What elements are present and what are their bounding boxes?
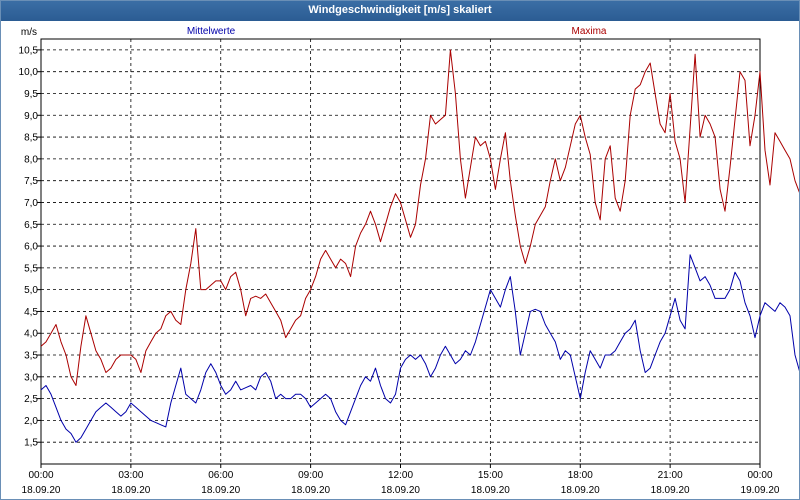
y-tick-label: 7,5 xyxy=(24,176,38,187)
series-line-0 xyxy=(40,254,799,443)
x-tick-time: 21:00 xyxy=(658,470,683,481)
x-tick-date: 19.09.20 xyxy=(741,485,780,496)
y-tick-label: 5,5 xyxy=(24,263,38,274)
x-tick-date: 18.09.20 xyxy=(111,485,150,496)
y-tick-label: 6,5 xyxy=(24,220,38,231)
x-tick-date: 18.09.20 xyxy=(22,485,61,496)
y-tick-label: 9,0 xyxy=(24,111,38,122)
x-tick-date: 18.09.20 xyxy=(651,485,690,496)
chart-grid xyxy=(41,39,760,464)
y-tick-label: 4,5 xyxy=(24,307,38,318)
x-tick-time: 06:00 xyxy=(208,470,233,481)
series-line-1 xyxy=(40,49,799,386)
y-tick-label: 9,5 xyxy=(24,89,38,100)
x-tick-time: 15:00 xyxy=(478,470,503,481)
wind-speed-chart: 1,5 2,0 2,5 3,0 3,5 4,0 4,5 5,0 5,5 6,0 6,5 7,0 7,5 8… xyxy=(19,26,799,496)
y-tick-label: 6,0 xyxy=(24,242,38,253)
y-tick-label: 10,5 xyxy=(19,45,39,56)
plot-frame xyxy=(40,38,761,465)
chart-labels: 1,5 2,0 2,5 3,0 3,5 4,0 4,5 5,0 5,5 6,0 6,5 7,0 7,5 8… xyxy=(19,26,780,496)
x-tick-date: 18.09.20 xyxy=(291,485,330,496)
window-title: Windgeschwindigkeit [m/s] skaliert xyxy=(1,1,799,21)
y-tick-label: 4,0 xyxy=(24,329,38,340)
y-tick-label: 3,5 xyxy=(24,351,38,362)
y-tick-label: 1,5 xyxy=(24,438,38,449)
y-tick-label: 7,0 xyxy=(24,198,38,209)
x-tick-date: 18.09.20 xyxy=(201,485,240,496)
chart-series xyxy=(40,49,799,443)
y-tick-label: 2,5 xyxy=(24,394,38,405)
y-tick-label: 10,0 xyxy=(19,67,39,78)
x-tick-time: 12:00 xyxy=(388,470,413,481)
legend-entry: Mittelwerte xyxy=(187,26,236,37)
legend-entry: Maxima xyxy=(571,26,606,37)
x-tick-time: 00:00 xyxy=(28,470,53,481)
x-tick-time: 00:00 xyxy=(747,470,772,481)
y-tick-label: 3,0 xyxy=(24,372,38,383)
x-tick-date: 18.09.20 xyxy=(561,485,600,496)
y-tick-label: 8,0 xyxy=(24,154,38,165)
x-tick-date: 18.09.20 xyxy=(381,485,420,496)
y-tick-label: 8,5 xyxy=(24,133,38,144)
x-tick-time: 18:00 xyxy=(568,470,593,481)
y-tick-label: 5,0 xyxy=(24,285,38,296)
y-axis-label: m/s xyxy=(21,27,37,38)
x-tick-time: 09:00 xyxy=(298,470,323,481)
y-tick-label: 2,0 xyxy=(24,416,38,427)
x-tick-time: 03:00 xyxy=(118,470,143,481)
chart-axes xyxy=(37,38,761,468)
x-tick-date: 18.09.20 xyxy=(471,485,510,496)
